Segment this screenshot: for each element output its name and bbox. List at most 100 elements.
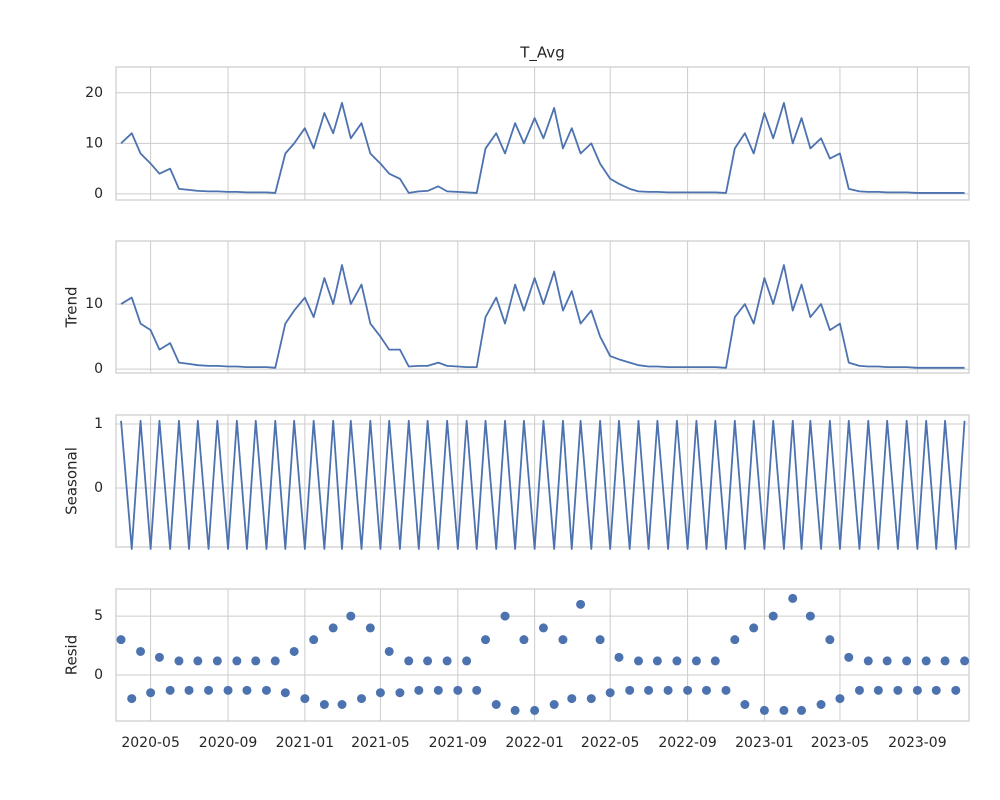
resid-point xyxy=(683,685,693,695)
y-tick-label: 10 xyxy=(85,135,103,151)
resid-point xyxy=(365,623,375,633)
resid-point xyxy=(672,656,682,666)
resid-point xyxy=(797,705,807,715)
y-tick-label: 20 xyxy=(85,85,103,101)
resid-point xyxy=(931,685,941,695)
resid-point xyxy=(154,652,164,662)
resid-point xyxy=(519,635,529,645)
resid-point xyxy=(558,635,568,645)
resid-point xyxy=(280,688,290,698)
x-tick-label: 2023-09 xyxy=(888,735,947,751)
y-tick-label: 0 xyxy=(94,186,103,202)
resid-point xyxy=(309,635,319,645)
resid-point xyxy=(204,685,214,695)
resid-point xyxy=(395,688,405,698)
resid-point xyxy=(328,623,338,633)
resid-point xyxy=(576,599,586,609)
x-tick-label: 2022-05 xyxy=(581,735,640,751)
series-line xyxy=(120,419,966,550)
resid-point xyxy=(759,705,769,715)
resid-point xyxy=(768,611,778,621)
x-tick-label: 2021-05 xyxy=(351,735,410,751)
resid-point xyxy=(251,656,261,666)
resid-point xyxy=(212,656,222,666)
resid-point xyxy=(146,688,156,698)
resid-point xyxy=(404,656,414,666)
resid-point xyxy=(854,685,864,695)
resid-point xyxy=(538,623,548,633)
resid-point xyxy=(223,685,233,695)
resid-point xyxy=(414,685,424,695)
resid-point xyxy=(595,635,605,645)
resid-point xyxy=(462,656,472,666)
resid-point xyxy=(530,705,540,715)
resid-point xyxy=(816,700,826,709)
resid-point xyxy=(788,593,798,603)
resid-point xyxy=(232,656,242,666)
y-tick-label: 0 xyxy=(94,667,103,683)
resid-point xyxy=(940,656,950,666)
x-tick-label: 2022-01 xyxy=(505,735,564,751)
y-tick-label: 0 xyxy=(94,361,103,377)
resid-point xyxy=(882,656,892,666)
resid-point xyxy=(893,685,903,695)
resid-point xyxy=(825,635,835,645)
y-tick-label: 0 xyxy=(94,480,103,496)
resid-point xyxy=(127,694,137,704)
resid-point xyxy=(805,611,815,621)
resid-point xyxy=(116,635,126,645)
resid-point xyxy=(357,694,367,704)
resid-point xyxy=(614,652,624,662)
plot-area xyxy=(115,588,970,722)
resid-point xyxy=(337,700,347,709)
resid-point xyxy=(663,685,673,695)
resid-point xyxy=(500,611,510,621)
y-axis-label: Resid xyxy=(63,635,81,675)
resid-point xyxy=(721,685,731,695)
plot-area xyxy=(115,240,970,374)
x-tick-label: 2020-05 xyxy=(121,735,180,751)
resid-point xyxy=(691,656,701,666)
resid-point xyxy=(652,656,662,666)
resid-point xyxy=(863,656,873,666)
resid-point xyxy=(300,694,310,704)
resid-point xyxy=(242,685,252,695)
resid-point xyxy=(730,635,740,645)
resid-point xyxy=(902,656,912,666)
resid-point xyxy=(481,635,491,645)
resid-point xyxy=(634,656,644,666)
x-tick-label: 2021-09 xyxy=(429,735,488,751)
y-tick-label: 1 xyxy=(94,416,103,432)
resid-point xyxy=(873,685,883,695)
resid-point xyxy=(710,656,720,666)
resid-point xyxy=(184,685,194,695)
y-axis-label: Trend xyxy=(63,286,81,328)
resid-point xyxy=(289,646,299,656)
y-tick-label: 5 xyxy=(94,608,103,624)
resid-point xyxy=(844,652,854,662)
resid-point xyxy=(605,688,615,698)
resid-point xyxy=(749,623,759,633)
resid-point xyxy=(453,685,463,695)
resid-point xyxy=(701,685,711,695)
resid-point xyxy=(384,646,394,656)
y-tick-label: 10 xyxy=(85,296,103,312)
resid-point xyxy=(375,688,385,698)
resid-point xyxy=(779,705,789,715)
x-tick-label: 2020-09 xyxy=(199,735,258,751)
resid-point xyxy=(319,700,329,709)
resid-point xyxy=(567,694,577,704)
resid-point xyxy=(433,685,443,695)
resid-point xyxy=(346,611,356,621)
x-tick-label: 2023-05 xyxy=(811,735,870,751)
resid-point xyxy=(510,705,520,715)
subplot-title: T_Avg xyxy=(519,44,564,63)
resid-point xyxy=(165,685,175,695)
resid-point xyxy=(549,700,559,709)
resid-point xyxy=(193,656,203,666)
resid-point xyxy=(270,656,280,666)
resid-point xyxy=(951,685,961,695)
resid-point xyxy=(625,685,635,695)
series-line xyxy=(120,102,965,194)
